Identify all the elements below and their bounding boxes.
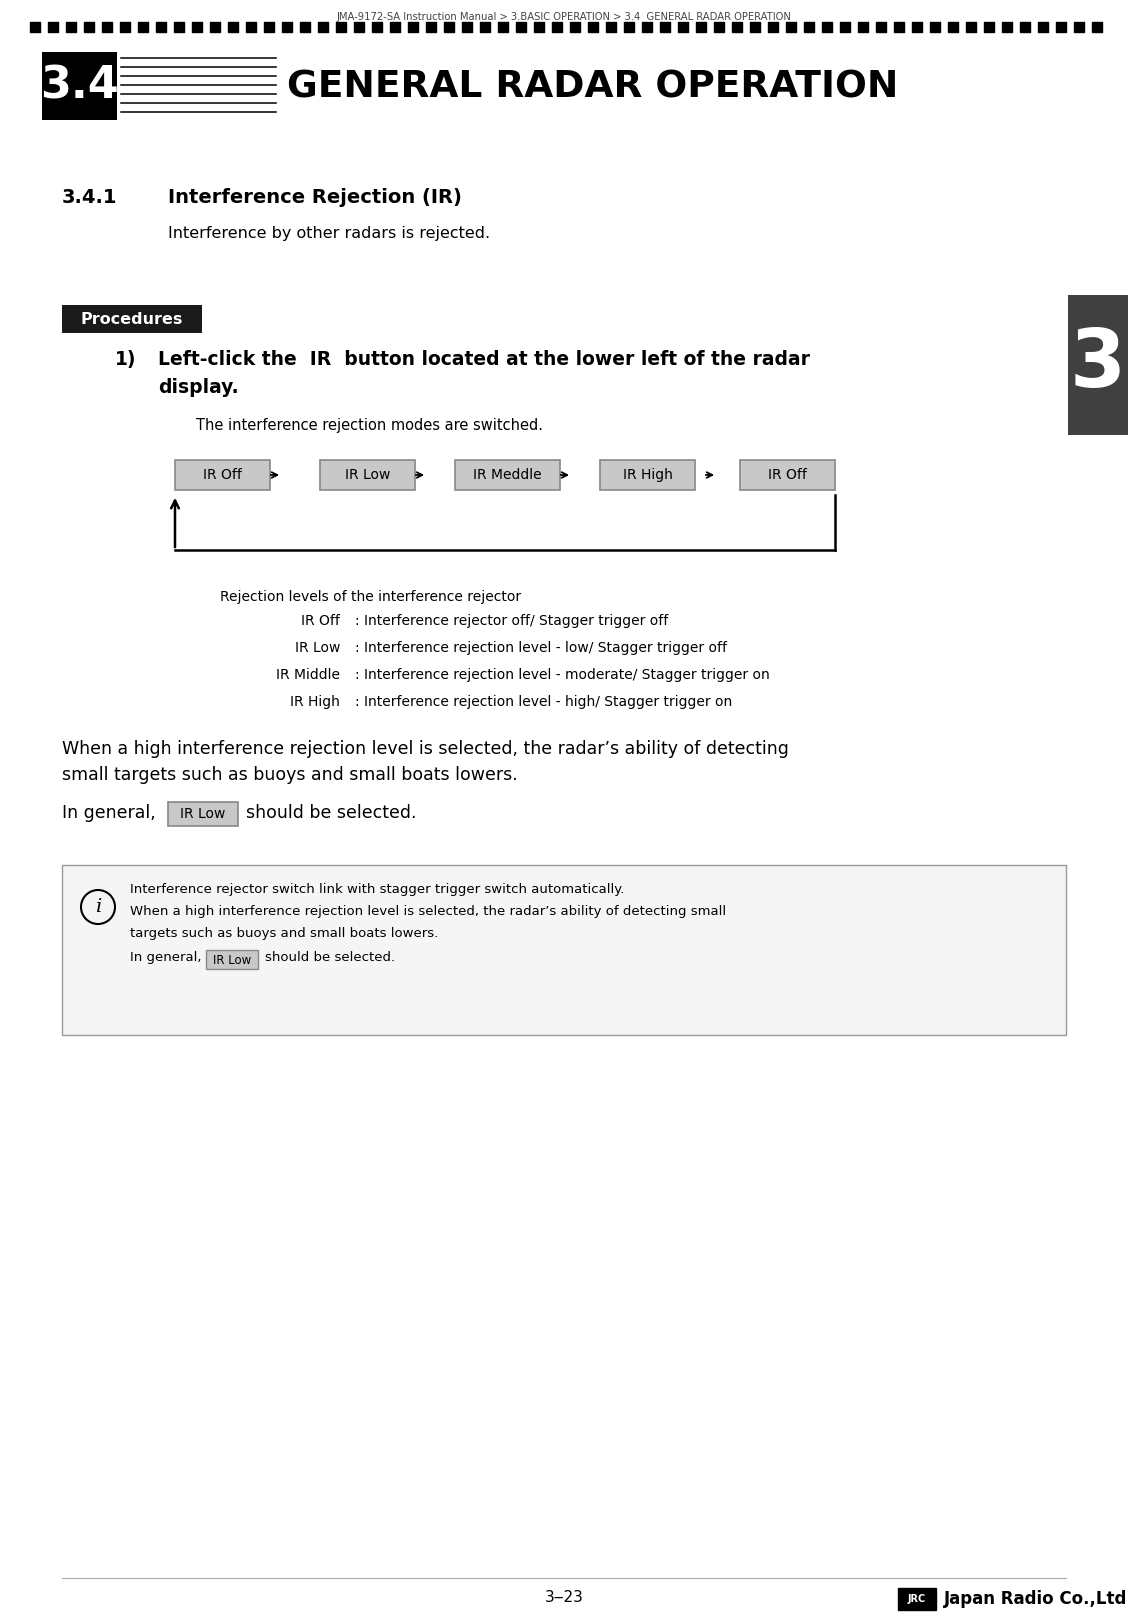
Text: IR Low: IR Low — [345, 468, 390, 483]
Text: GENERAL RADAR OPERATION: GENERAL RADAR OPERATION — [287, 70, 898, 105]
Text: In general,: In general, — [62, 804, 156, 821]
Bar — [1068, 295, 1128, 436]
Text: When a high interference rejection level is selected, the radar’s ability of det: When a high interference rejection level… — [62, 740, 788, 758]
Text: IR High: IR High — [290, 695, 340, 710]
Text: should be selected.: should be selected. — [265, 951, 395, 964]
Bar — [175, 460, 270, 489]
Text: IR Off: IR Off — [301, 614, 340, 629]
Text: 3‒23: 3‒23 — [545, 1589, 583, 1605]
Text: : Interference rejection level - low/ Stagger trigger off: : Interference rejection level - low/ St… — [355, 642, 728, 654]
Bar — [62, 305, 202, 334]
Text: 3.4.1: 3.4.1 — [62, 188, 117, 207]
Text: display.: display. — [158, 377, 239, 397]
Text: 3: 3 — [1070, 326, 1126, 403]
Text: When a high interference rejection level is selected, the radar’s ability of det: When a high interference rejection level… — [130, 906, 726, 919]
Text: The interference rejection modes are switched.: The interference rejection modes are swi… — [196, 418, 543, 433]
Text: IR Low: IR Low — [294, 642, 340, 654]
Text: : Interference rejection level - moderate/ Stagger trigger on: : Interference rejection level - moderat… — [355, 667, 769, 682]
Bar — [320, 460, 415, 489]
Text: i: i — [95, 897, 102, 915]
Bar — [206, 949, 258, 969]
Bar — [898, 1588, 936, 1610]
Text: Rejection levels of the interference rejector: Rejection levels of the interference rej… — [220, 590, 521, 604]
Text: JRC: JRC — [908, 1594, 926, 1604]
Text: IR Off: IR Off — [768, 468, 807, 483]
Bar — [42, 52, 117, 120]
Text: Interference rejector switch link with stagger trigger switch automatically.: Interference rejector switch link with s… — [130, 883, 625, 896]
Text: small targets such as buoys and small boats lowers.: small targets such as buoys and small bo… — [62, 766, 518, 784]
Text: Japan Radio Co.,Ltd.: Japan Radio Co.,Ltd. — [944, 1589, 1128, 1609]
Text: Interference by other radars is rejected.: Interference by other radars is rejected… — [168, 227, 491, 241]
Text: 3.4: 3.4 — [41, 65, 118, 107]
Text: Left-click the  IR  button located at the lower left of the radar: Left-click the IR button located at the … — [158, 350, 810, 369]
Text: IR Low: IR Low — [213, 954, 252, 967]
Text: : Interference rejection level - high/ Stagger trigger on: : Interference rejection level - high/ S… — [355, 695, 732, 710]
Bar — [600, 460, 695, 489]
Bar — [168, 802, 238, 826]
Text: Procedures: Procedures — [81, 311, 183, 327]
Text: : Interference rejector off/ Stagger trigger off: : Interference rejector off/ Stagger tri… — [355, 614, 668, 629]
Bar — [455, 460, 559, 489]
Text: IR Off: IR Off — [203, 468, 241, 483]
Text: IR Meddle: IR Meddle — [473, 468, 541, 483]
Text: IR High: IR High — [623, 468, 672, 483]
Text: JMA-9172-SA Instruction Manual > 3.BASIC OPERATION > 3.4  GENERAL RADAR OPERATIO: JMA-9172-SA Instruction Manual > 3.BASIC… — [336, 11, 792, 23]
Text: IR Low: IR Low — [180, 807, 226, 821]
Text: Interference Rejection (IR): Interference Rejection (IR) — [168, 188, 461, 207]
Text: should be selected.: should be selected. — [246, 804, 416, 821]
Text: targets such as buoys and small boats lowers.: targets such as buoys and small boats lo… — [130, 927, 439, 940]
Bar — [740, 460, 835, 489]
Text: IR Middle: IR Middle — [276, 667, 340, 682]
Text: 1): 1) — [115, 350, 136, 369]
Bar — [62, 865, 1066, 1035]
Text: In general,: In general, — [130, 951, 202, 964]
